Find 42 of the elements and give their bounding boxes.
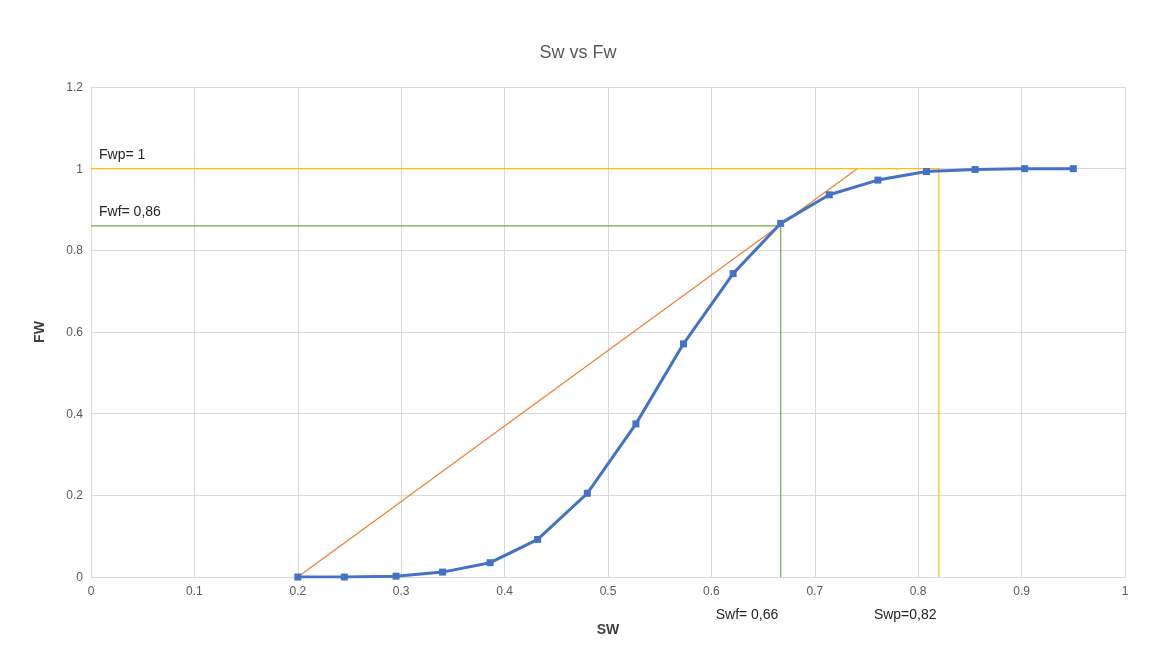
point (486, 559, 494, 567)
y-tick-label: 0.4 (66, 406, 84, 421)
point (1069, 165, 1077, 173)
annotation: Swf= 0,66 (715, 606, 779, 622)
point (439, 568, 447, 576)
chart-title: Sw vs Fw (539, 42, 618, 62)
y-tick-label: 0.8 (66, 243, 84, 258)
annotation: Fwf= 0,86 (99, 202, 162, 219)
y-tick-label: 0 (76, 570, 84, 584)
point (874, 176, 882, 184)
y-axis-title: FW (31, 320, 47, 343)
point (534, 535, 542, 543)
point (922, 168, 930, 176)
point (729, 270, 737, 278)
x-tick-label: 0 (87, 584, 95, 598)
x-tick-label: 0.8 (909, 584, 927, 598)
y-tick-label: 1.2 (66, 80, 84, 94)
y-tick-label: 0.6 (66, 325, 84, 339)
x-axis-title: SW (596, 621, 621, 637)
point (825, 191, 833, 199)
y-tick-label: 0.2 (66, 488, 84, 503)
point (1021, 165, 1029, 173)
y-tick-label: 1 (76, 161, 84, 176)
point (679, 340, 687, 348)
point (583, 489, 591, 497)
point (971, 165, 979, 173)
x-tick-label: 0.4 (496, 584, 514, 598)
point (632, 420, 640, 428)
point (392, 572, 400, 580)
x-tick-label: 0.2 (289, 584, 307, 598)
annotation: Fwp= 1 (99, 145, 146, 162)
x-tick-label: 0.1 (186, 584, 204, 598)
point (777, 219, 785, 227)
point (294, 573, 302, 581)
x-tick-label: 0.9 (1013, 584, 1031, 598)
x-tick-label: 1 (1121, 584, 1129, 598)
x-tick-label: 0.3 (392, 584, 410, 598)
annotation: Swp=0,82 (873, 606, 937, 622)
x-tick-label: 0.7 (806, 584, 824, 598)
point (340, 573, 348, 581)
x-tick-label: 0.6 (703, 584, 721, 598)
x-tick-label: 0.5 (599, 584, 617, 598)
